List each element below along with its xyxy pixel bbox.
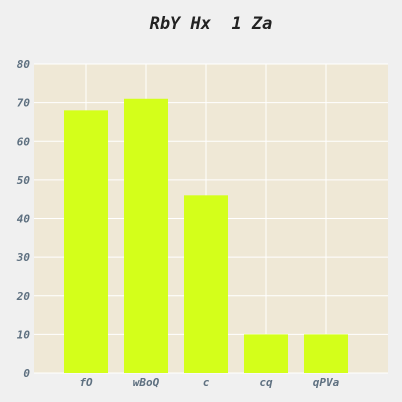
bar-wBoQ (124, 98, 168, 373)
y-tick-label: 70 (17, 97, 31, 110)
bar-qPVa (304, 334, 348, 373)
bar-fO (64, 110, 108, 373)
y-tick-label: 50 (17, 174, 31, 187)
y-axis-tick-labels: 0 10 20 30 40 50 60 70 80 (16, 58, 31, 380)
x-tick-label: wBoQ (133, 376, 160, 389)
y-tick-label: 40 (17, 213, 31, 226)
y-tick-label: 60 (17, 135, 31, 148)
x-tick-label: cq (259, 376, 273, 389)
chart-title: RbY Hx 1 Za (150, 14, 273, 34)
x-tick-label: c (203, 376, 210, 389)
bar-c (184, 195, 228, 373)
y-tick-label: 20 (16, 290, 31, 303)
x-tick-label: qPVa (313, 376, 340, 389)
x-axis-tick-labels: fO wBoQ c cq qPVa (79, 376, 339, 389)
bar-cq (244, 334, 288, 373)
x-tick-label: fO (79, 376, 93, 389)
y-tick-label: 10 (17, 328, 31, 341)
y-tick-label: 0 (23, 367, 30, 380)
bars (64, 98, 348, 373)
y-tick-label: 30 (16, 251, 31, 264)
y-tick-label: 80 (17, 58, 31, 71)
